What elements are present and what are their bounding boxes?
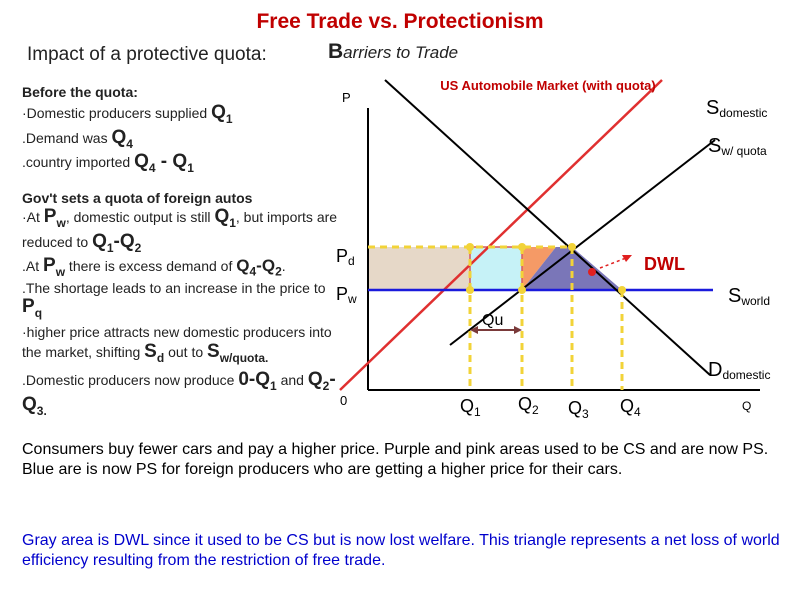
qu-label: Qu xyxy=(482,312,503,329)
s-world-label: Sworld xyxy=(728,285,770,308)
s-domestic-line xyxy=(339,79,663,391)
s-quota-label: Sw/ quota xyxy=(708,135,767,158)
dot-q2-pd xyxy=(518,243,526,251)
q4-label: Q4 xyxy=(620,396,641,419)
dot-q2-pw xyxy=(518,286,526,294)
dot-q1-pd xyxy=(466,243,474,251)
dot-q3-pd xyxy=(568,243,576,251)
origin-label: 0 xyxy=(340,393,347,408)
dwl-arrow-head xyxy=(622,255,632,262)
line-shortage: .The shortage leads to an increase in th… xyxy=(22,279,326,320)
line-pw-output: ·At Pw, domestic output is still Q1, but… xyxy=(22,205,338,255)
line-excess-demand: .At Pw there is excess demand of Q4-Q2. xyxy=(22,255,286,279)
barriers-rest: arriers to Trade xyxy=(343,43,459,62)
s-quota-line xyxy=(449,139,716,346)
before-heading: Before the quota: xyxy=(22,84,138,100)
graph-title: US Automobile Market (with quota) xyxy=(440,78,655,93)
p-axis-label: P xyxy=(342,90,351,105)
qu-arrow-left-head xyxy=(470,326,478,334)
dwl-paragraph: Gray area is DWL since it used to be CS … xyxy=(22,532,780,569)
gov-quota-heading: Gov't sets a quota of foreign autos xyxy=(22,189,253,206)
line-domestic-supplied: ·Domestic producers supplied Q1 xyxy=(22,102,233,126)
q2-label: Q2 xyxy=(518,394,539,417)
d-domestic-label: Ddomestic xyxy=(708,359,770,382)
dot-q4-pw xyxy=(618,286,626,294)
impact-heading: Impact of a protective quota: xyxy=(27,44,267,65)
barriers-heading: Barriers to Trade xyxy=(328,40,458,64)
q-axis-label: Q xyxy=(742,399,751,413)
cyan-area xyxy=(469,246,523,291)
barriers-initial: B xyxy=(328,40,344,63)
q3-label: Q3 xyxy=(568,398,589,421)
pw-label: Pw xyxy=(336,284,357,306)
dwl-pointer xyxy=(599,257,627,269)
q1-label: Q1 xyxy=(460,396,481,419)
line-imported: .country imported Q4 - Q1 xyxy=(22,151,194,176)
line-domestic-produce: .Domestic producers now produce 0-Q1 and… xyxy=(22,369,336,418)
line-demand: .Demand was Q4 xyxy=(22,126,133,151)
purple-area xyxy=(522,247,622,290)
page-title: Free Trade vs. Protectionism xyxy=(256,10,544,33)
beige-area xyxy=(368,247,470,290)
s-domestic-label: Sdomestic xyxy=(706,97,767,120)
dot-q1-pw xyxy=(466,286,474,294)
dwl-dot xyxy=(588,268,596,276)
summary-paragraph: Consumers buy fewer cars and pay a highe… xyxy=(22,441,769,478)
explanation-text: Before the quota: ·Domestic producers su… xyxy=(22,84,340,418)
line-new-producers: ·higher price attracts new domestic prod… xyxy=(22,324,332,365)
d-domestic-line xyxy=(384,79,711,376)
dwl-label: DWL xyxy=(644,254,685,274)
pd-label: Pd xyxy=(336,246,355,268)
qu-arrow-right-head xyxy=(514,326,522,334)
